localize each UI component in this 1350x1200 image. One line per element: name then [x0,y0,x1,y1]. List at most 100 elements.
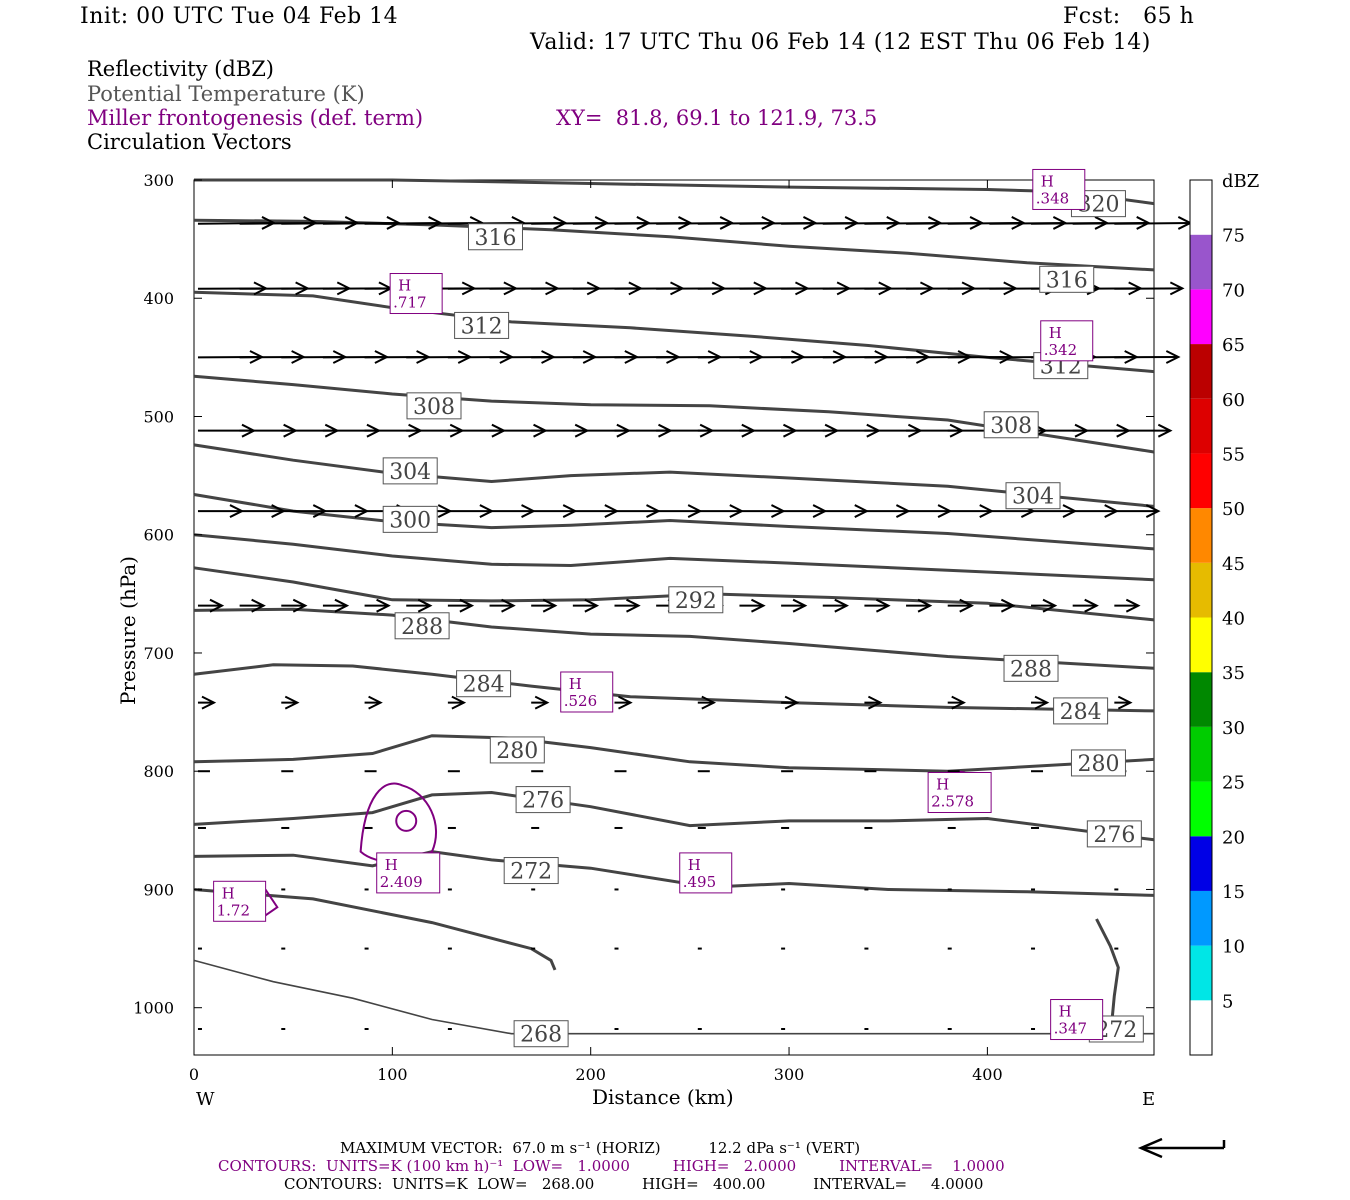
colorbar-level-label: 35 [1222,663,1245,684]
vector-arrowhead [209,598,225,613]
colorbar-level-label: 15 [1222,882,1245,903]
frontogenesis-contour-1 [359,782,437,864]
vector-arrowhead [751,598,766,613]
colorbar-level-label: 40 [1222,609,1245,630]
contour-label-box [1070,749,1126,777]
contour-label-box [513,1020,569,1048]
colorbar-segment [1190,1000,1212,1055]
theta-contour-284 [193,663,1155,713]
contour-label: 276 [1093,823,1135,848]
vector-arrowhead [875,598,891,613]
contour-label-box [503,857,559,885]
colorbar-segment [1190,289,1212,345]
frontogenesis-max-label: H [1049,324,1062,342]
colorbar-segment [1190,398,1212,454]
colorbar-segment [1190,344,1212,399]
x-axis-title: Distance (km) [592,1085,734,1109]
frontogenesis-max-value: 2.578 [931,793,974,811]
colorbar-level-label: 70 [1222,280,1245,301]
contour-label: 284 [1060,700,1102,725]
x-end-label-east: E [1142,1089,1155,1110]
vector-arrowhead [959,598,974,613]
colorbar-segment [1190,180,1212,235]
colorbar-segment [1190,617,1212,673]
vector-arrowhead [501,598,516,613]
contour-label: 280 [496,739,538,764]
colorbar-segment [1190,453,1212,509]
contour-label-box [668,586,724,614]
frontogenesis-max-value: .342 [1044,341,1077,359]
frontogenesis-max-box [1040,320,1094,362]
vector-arrowhead [1125,598,1141,613]
frontogenesis-max-value: 2.409 [380,873,423,891]
vector-arrowhead [417,598,433,613]
vector-arrowhead [626,598,641,613]
x-tick-label: 200 [575,1065,606,1084]
vector-arrowhead [618,695,633,710]
contour-label-box [394,612,450,640]
contour-labels: 3203163163123123083083043043002922882882… [382,190,1144,1048]
frontogenesis-contour-2 [395,809,418,832]
vector-arrowhead [867,695,883,710]
y-tick-label: 1000 [133,999,174,1018]
theta-contour-304 [193,443,1155,508]
colorbar-segment [1190,726,1212,782]
frontogenesis-max-box [376,852,441,894]
theta-contour-300 [193,493,1155,551]
vector-arrowhead [1034,695,1050,710]
vector-arrowhead [451,695,467,710]
theta-contour-272 [1095,918,1120,1038]
vector-arrowhead [834,598,849,613]
vector-arrowhead [784,695,800,710]
colorbar: 5 10 15 20 25 30 35 40 45 50 55 60 65 70 75 dBZ [1189,171,1259,1056]
footer-frontogenesis-contours: CONTOURS: UNITS=K (100 km h)⁻¹ LOW= 1.00… [218,1157,1005,1175]
y-axis-title: Pressure (hPa) [116,556,140,705]
colorbar-segment [1190,234,1212,290]
vector-arrowhead [459,598,475,613]
vector-arrowhead [1169,281,1185,296]
init-time: Init: 00 UTC Tue 04 Feb 14 [80,4,399,29]
vector-arrowhead [1084,598,1099,613]
frontogenesis-max-label: H [688,856,701,874]
frontogenesis-max-label: H [936,776,949,794]
contour-label-box [1039,265,1095,293]
contour-label: 316 [474,226,516,251]
vector-arrowhead [701,695,717,710]
colorbar-level-label: 55 [1222,444,1245,465]
contour-label: 316 [1046,268,1088,293]
theta-contour-268 [193,959,1154,1035]
vector-arrowhead [251,598,266,613]
contour-label: 304 [389,460,431,485]
x-end-label-west: W [196,1089,215,1110]
colorbar-level-label: 60 [1222,390,1245,411]
vector-arrowhead [1117,695,1133,710]
contour-label: 312 [461,314,503,339]
vector-arrowhead [792,598,808,613]
vector-arrowhead [368,695,383,710]
vector-arrowhead [1145,504,1161,518]
contour-label-box [1003,654,1059,682]
vector-arrowhead [584,598,600,613]
colorbar-segment [1190,781,1212,837]
contour-label: 280 [1077,752,1119,777]
colorbar-level-label: 65 [1222,335,1245,356]
frontogenesis-max-box [1032,168,1086,210]
colorbar-level-label: 20 [1222,827,1245,848]
theta-contour-292 [193,566,1155,622]
circulation-vector [1114,221,1191,225]
contour-label: 292 [675,589,717,614]
contour-label: 268 [520,1023,562,1048]
vector-arrowhead [917,598,933,613]
theta-contour-272 [193,888,557,971]
contour-label-box [515,786,571,814]
colorbar-segment [1190,836,1212,891]
contour-label-box [983,411,1039,439]
contour-label: 276 [522,789,564,814]
vector-arrowhead [201,695,217,710]
theta-contour-288 [193,607,1155,670]
theta-contour-316 [193,218,1155,272]
contour-label-box [454,311,510,339]
contour-label-box [489,736,545,764]
x-tick-label: 0 [189,1065,199,1084]
